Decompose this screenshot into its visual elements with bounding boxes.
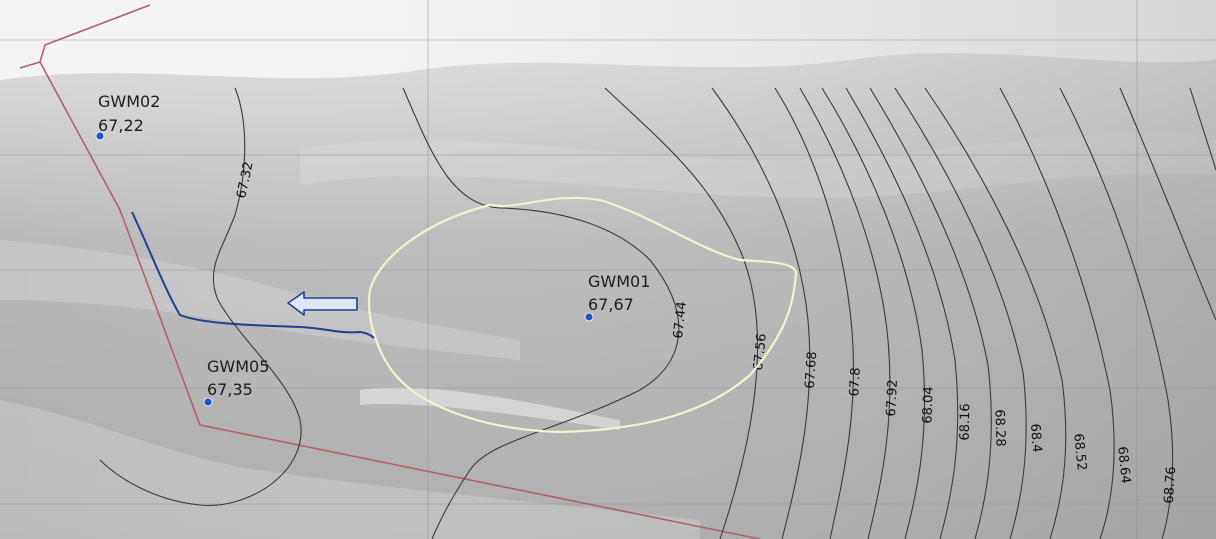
plume-outline [368,196,798,434]
contour-line-67.32 [99,87,302,506]
contour-label: 68.28 [991,409,1007,447]
contour-label: 68.4 [1027,423,1044,453]
contour-labels: 67.32 67.44 67.56 67.68 67.8 67.92 68.04… [234,160,1179,504]
contour-label: 67.8 [847,367,863,397]
contour-line-67.56 [604,87,758,539]
contour-label: 67.56 [751,333,770,372]
contour-label: 68.04 [920,386,936,424]
well-value-label: 67,22 [98,116,144,135]
contour-line-67.44 [402,87,680,539]
well-value-label: 67,67 [588,295,634,314]
contour-line-68.28 [869,87,992,539]
contour-label: 68.52 [1070,433,1089,472]
contour-label: 68.76 [1162,466,1180,504]
contour-lines [99,87,1216,539]
circle-marker-icon [95,131,105,141]
contour-label: 67.44 [671,301,690,340]
contour-line-extra-1 [1119,87,1216,321]
well-marker-gwm02[interactable]: GWM02 67,22 [95,92,160,141]
contour-line-67.92 [799,87,891,539]
flow-line [131,211,375,339]
contour-line-68.16 [845,87,959,539]
contour-label: 67.68 [803,351,821,389]
well-id-label: GWM01 [588,272,650,291]
circle-marker-icon [584,312,594,322]
contour-line-68.76 [1059,87,1174,539]
well-id-label: GWM02 [98,92,160,111]
circle-marker-icon [203,397,213,407]
contour-line-68.64 [999,87,1115,539]
well-marker-gwm05[interactable]: GWM05 67,35 [203,357,269,407]
contour-line-extra-2 [1189,87,1216,171]
contour-line-67.8 [774,87,855,539]
well-marker-gwm01[interactable]: GWM01 67,67 [584,272,650,322]
contour-label: 67.92 [884,379,901,417]
contour-line-68.04 [821,87,926,539]
well-value-label: 67,35 [207,380,253,399]
contour-line-68.4 [894,87,1027,539]
contour-line-67.68 [711,87,811,539]
well-id-label: GWM05 [207,357,269,376]
contour-line-68.52 [924,87,1067,539]
contour-label: 68.16 [958,403,974,440]
contour-label: 68.64 [1114,446,1133,485]
left-arrow-icon [287,291,358,316]
site-boundary-line [19,4,761,539]
